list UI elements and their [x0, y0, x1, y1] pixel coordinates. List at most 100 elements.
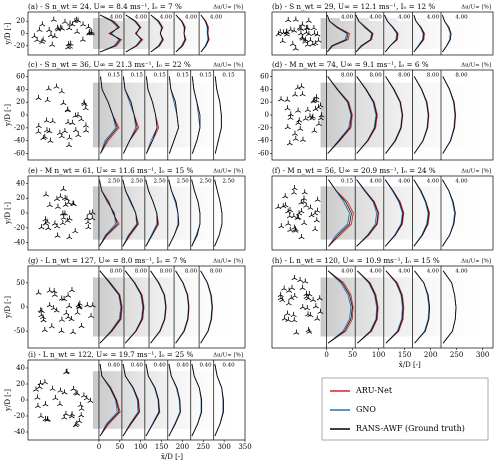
turbine-blade	[74, 312, 78, 315]
turbine-blade	[40, 316, 44, 320]
turbine-blade	[71, 289, 75, 293]
turbine-blade	[317, 210, 321, 213]
turbine-blade	[287, 108, 291, 111]
turbine-blade	[297, 279, 301, 283]
turbine-blade	[82, 24, 87, 27]
turbine-icon	[296, 117, 303, 123]
turbine-blade	[47, 34, 52, 38]
turbine-blade	[310, 314, 314, 318]
turbine-blade	[54, 27, 58, 30]
turbine-blade	[47, 99, 51, 103]
x-tick-label: 250	[450, 351, 463, 359]
y-tick-label: 50	[16, 279, 25, 287]
turbine-blade	[308, 329, 312, 333]
turbine-blade	[40, 137, 44, 141]
turbine-blade	[71, 414, 76, 417]
turbine-blade	[312, 213, 316, 216]
turbine-blade	[294, 277, 298, 281]
turbine-blade	[44, 381, 48, 385]
turbine-blade	[312, 228, 316, 232]
turbine-blade	[283, 288, 288, 291]
turbine-blade	[34, 397, 38, 400]
turbine-blade	[303, 293, 307, 296]
turbine-blade	[317, 318, 321, 321]
turbine-blade	[49, 304, 53, 308]
turbine-blade	[37, 383, 41, 386]
profile-curve	[327, 270, 353, 344]
turbine-blade	[305, 281, 309, 284]
turbine-blade	[294, 295, 298, 299]
turbine-blade	[309, 116, 314, 119]
turbine-blade	[321, 115, 325, 118]
turbine-blade	[85, 130, 90, 133]
scale-box	[221, 71, 236, 79]
turbine-blade	[297, 128, 301, 131]
turbine-icon	[312, 226, 319, 232]
turbine-blade	[314, 130, 318, 133]
turbine-blade	[85, 26, 89, 30]
turbine-blade	[69, 236, 73, 240]
turbine-blade	[43, 319, 47, 323]
turbine-blade	[55, 29, 59, 32]
turbine-blade	[308, 33, 312, 37]
turbine-blade	[286, 143, 290, 146]
turbine-blade	[64, 392, 68, 395]
turbine-blade	[288, 319, 292, 322]
y-tick-label: 0	[21, 396, 25, 404]
turbine-icon	[83, 395, 90, 401]
turbine-blade	[88, 26, 92, 30]
turbine-blade	[299, 120, 303, 123]
turbine-blade	[305, 314, 309, 317]
wake-shade	[320, 186, 493, 240]
y-tick-label: 0	[21, 111, 25, 119]
turbine-blade	[286, 31, 290, 34]
turbine-blade	[69, 27, 73, 31]
turbine-blade	[295, 217, 299, 220]
scale-label: 4.00	[398, 179, 411, 185]
turbine-blade	[49, 130, 53, 134]
turbine-icon	[83, 127, 90, 133]
turbine-icon	[42, 220, 49, 226]
turbine-blade	[72, 115, 76, 118]
x-tick-label: 200	[176, 443, 189, 451]
turbine-blade	[311, 33, 315, 36]
turbine-blade	[303, 32, 307, 35]
turbine-blade	[291, 187, 295, 191]
turbine-blade	[54, 36, 58, 39]
turbine-icon	[66, 25, 73, 31]
turbine-icon	[61, 128, 68, 134]
scale-label: 4.00	[185, 15, 198, 21]
turbine-blade	[59, 222, 64, 226]
scale-label: 0.40	[222, 363, 235, 369]
y-tick-label: 40	[260, 85, 269, 93]
turbine-blade	[298, 213, 303, 216]
scale-label: 4.00	[110, 15, 123, 21]
turbine-blade	[68, 318, 72, 322]
turbine-icon	[82, 122, 89, 128]
scale-label: 0.15	[341, 179, 354, 185]
turbine-blade	[306, 27, 310, 31]
turbine-blade	[38, 131, 42, 134]
scale-label: 2.50	[177, 179, 190, 185]
turbine-blade	[298, 217, 302, 220]
turbine-blade	[66, 137, 70, 140]
scale-box	[106, 177, 121, 185]
turbine-blade	[58, 298, 62, 301]
turbine-blade	[294, 227, 298, 230]
turbine-blade	[312, 43, 316, 47]
turbine-blade	[311, 130, 315, 133]
turbine-icon	[51, 33, 58, 39]
scale-box	[184, 13, 199, 21]
turbine-blade	[315, 306, 319, 309]
turbine-blade	[301, 236, 305, 240]
turbine-blade	[46, 221, 51, 224]
turbine-blade	[303, 27, 307, 31]
y-tick-label: -20	[258, 124, 269, 132]
turbine-blade	[282, 299, 286, 303]
turbine-blade	[64, 21, 68, 24]
turbine-blade	[42, 219, 46, 222]
turbine-blade	[314, 199, 318, 202]
turbine-icon	[292, 45, 299, 51]
turbine-blade	[279, 40, 283, 44]
